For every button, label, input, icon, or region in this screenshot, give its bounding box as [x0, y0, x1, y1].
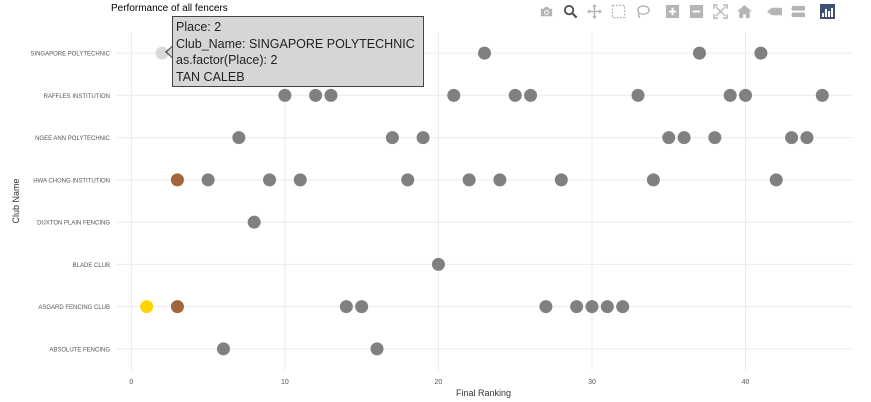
zoom-icon[interactable] — [562, 3, 579, 20]
data-point[interactable] — [431, 257, 445, 271]
data-point[interactable] — [401, 173, 415, 187]
data-point[interactable] — [539, 300, 553, 314]
data-point[interactable] — [462, 173, 476, 187]
x-tick-label: 30 — [588, 379, 596, 386]
data-point[interactable] — [201, 173, 215, 187]
pan-icon[interactable] — [586, 3, 603, 20]
x-tick-label: 0 — [129, 379, 133, 386]
data-point[interactable] — [170, 173, 184, 187]
data-point[interactable] — [232, 131, 246, 145]
data-point[interactable] — [309, 88, 323, 102]
modebar — [538, 2, 835, 20]
data-point[interactable] — [754, 46, 768, 60]
lasso-select-icon[interactable] — [634, 3, 651, 20]
data-point[interactable] — [585, 300, 599, 314]
data-point[interactable] — [493, 173, 507, 187]
data-point[interactable] — [216, 342, 230, 356]
chart-title: Performance of all fencers — [111, 3, 228, 14]
data-point[interactable] — [524, 88, 538, 102]
data-point[interactable] — [339, 300, 353, 314]
data-point[interactable] — [723, 88, 737, 102]
tooltip-club: Club_Name: SINGAPORE POLYTECHNIC — [176, 36, 415, 51]
x-tick-label: 40 — [742, 379, 750, 386]
tooltip-factor: as.factor(Place): 2 — [176, 53, 278, 67]
data-point[interactable] — [600, 300, 614, 314]
data-point[interactable] — [370, 342, 384, 356]
data-point[interactable] — [508, 88, 522, 102]
data-point[interactable] — [739, 88, 753, 102]
y-tick-label: ASGARD FENCING CLUB — [38, 305, 110, 311]
autoscale-icon[interactable] — [712, 3, 729, 20]
data-point[interactable] — [692, 46, 706, 60]
data-point[interactable] — [631, 88, 645, 102]
data-point[interactable] — [355, 300, 369, 314]
data-point[interactable] — [447, 88, 461, 102]
y-tick-label: RAFFLES INSTITUTION — [44, 94, 110, 100]
data-point[interactable] — [785, 131, 799, 145]
y-tick-label: HWA CHONG INSTITUTION — [33, 178, 110, 184]
tooltip-place: Place: 2 — [176, 20, 222, 34]
data-point[interactable] — [800, 131, 814, 145]
data-point[interactable] — [478, 46, 491, 60]
x-tick-label: 10 — [281, 379, 289, 386]
data-point[interactable] — [278, 88, 292, 102]
data-point[interactable] — [662, 131, 676, 145]
y-axis-title: Club Name — [11, 178, 21, 224]
compare-hover-icon[interactable] — [790, 3, 807, 20]
reset-axes-icon[interactable] — [736, 3, 753, 20]
hover-tooltip: Place: 2 Club_Name: SINGAPORE POLYTECHNI… — [172, 16, 424, 87]
zoom-in-icon[interactable] — [664, 3, 681, 20]
y-tick-label: NGEE ANN POLYTECHNIC — [35, 136, 111, 142]
x-axis-title: Final Ranking — [456, 388, 512, 398]
data-point[interactable] — [646, 173, 660, 187]
data-point[interactable] — [385, 131, 399, 145]
y-tick-label: DUXTON PLAIN FENCING — [37, 221, 110, 227]
zoom-out-icon[interactable] — [688, 3, 705, 20]
spike-lines-icon[interactable] — [766, 3, 783, 20]
data-point[interactable] — [815, 88, 829, 102]
tooltip-arrow-fill — [167, 46, 173, 58]
camera-icon[interactable] — [538, 3, 555, 20]
data-point[interactable] — [293, 173, 307, 187]
data-point[interactable] — [324, 88, 338, 102]
plotly-logo-icon[interactable] — [820, 3, 835, 19]
data-point[interactable] — [416, 131, 430, 145]
y-tick-label: BLADE CLUB — [73, 263, 110, 269]
data-point[interactable] — [170, 300, 184, 314]
data-point[interactable] — [554, 173, 568, 187]
data-point[interactable] — [616, 300, 630, 314]
x-tick-label: 20 — [435, 379, 443, 386]
box-select-icon[interactable] — [610, 3, 627, 20]
data-point[interactable] — [570, 300, 584, 314]
data-point[interactable] — [247, 215, 261, 229]
y-tick-label: ABSOLUTE FENCING — [49, 347, 110, 353]
data-point[interactable] — [677, 131, 691, 145]
data-point[interactable] — [263, 173, 277, 187]
tooltip-fencer: TAN CALEB — [176, 69, 245, 84]
data-point[interactable] — [140, 300, 154, 314]
data-point[interactable] — [708, 131, 722, 145]
data-point[interactable] — [769, 173, 783, 187]
y-tick-label: SINGAPORE POLYTECHNIC — [30, 52, 110, 58]
